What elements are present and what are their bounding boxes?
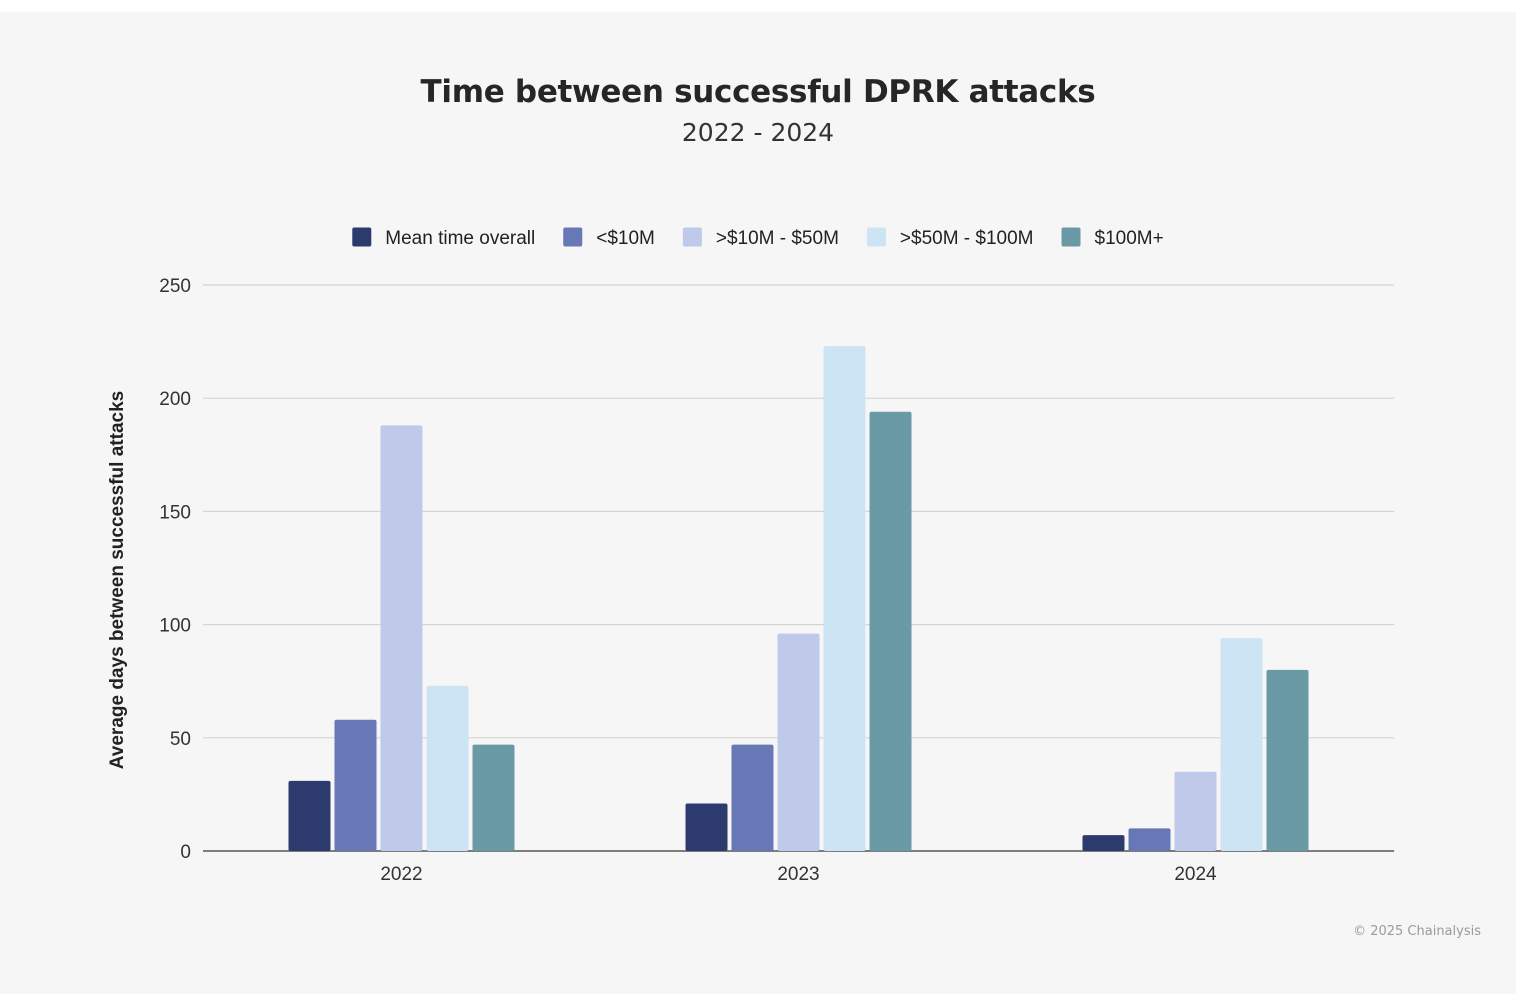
- bar-2023-series-1: [731, 744, 774, 851]
- legend-item: >$50M - $100M: [866, 227, 1034, 249]
- y-tick-label: 250: [159, 276, 191, 297]
- copyright: © 2025 Chainalysis: [1353, 924, 1481, 939]
- legend-swatch: [352, 227, 372, 247]
- bar-2024-series-3: [1220, 638, 1263, 851]
- legend-swatch: [682, 227, 702, 247]
- bar-2023-series-0: [685, 803, 728, 851]
- bar-2023-series-4: [869, 411, 912, 851]
- legend-label: $100M+: [1095, 228, 1164, 249]
- x-tick-label: 2023: [777, 864, 819, 885]
- bars: [288, 346, 1309, 851]
- y-tick-label: 100: [159, 616, 191, 637]
- y-tick-label: 150: [159, 502, 191, 523]
- y-axis-label: Average days between successful attacks: [107, 391, 128, 769]
- x-tick-label: 2024: [1174, 864, 1217, 885]
- legend-item: >$10M - $50M: [682, 227, 839, 249]
- x-tick-label: 2022: [380, 864, 422, 885]
- bar-2024-series-0: [1082, 835, 1125, 851]
- legend-swatch: [1061, 227, 1081, 247]
- legend-label: Mean time overall: [385, 228, 535, 249]
- legend-swatch: [866, 227, 886, 247]
- y-axis-ticks: 0 50 100 150 200 250: [159, 276, 191, 863]
- y-tick-label: 0: [180, 842, 191, 863]
- chart-subtitle: 2022 - 2024: [681, 118, 835, 147]
- legend-item: Mean time overall: [352, 227, 535, 249]
- bar-2022-series-3: [426, 685, 469, 851]
- legend-label: <$10M: [596, 228, 655, 249]
- y-tick-label: 200: [159, 389, 191, 410]
- bar-2024-series-1: [1128, 828, 1171, 851]
- bar-2024-series-4: [1266, 669, 1309, 851]
- bar-2024-series-2: [1174, 771, 1217, 851]
- bar-2022-series-4: [472, 744, 515, 851]
- chart-title: Time between successful DPRK attacks: [420, 74, 1096, 110]
- bar-2023-series-3: [823, 346, 866, 851]
- legend-item: <$10M: [563, 227, 655, 249]
- bar-2022-series-0: [288, 780, 331, 851]
- y-tick-label: 50: [170, 729, 191, 750]
- legend-swatch: [563, 227, 583, 247]
- x-axis-ticks: 2022 2023 2024: [380, 864, 1217, 885]
- legend: Mean time overall <$10M >$10M - $50M >$50M …: [352, 227, 1164, 249]
- bar-2023-series-2: [777, 633, 820, 851]
- bar-2022-series-2: [380, 425, 423, 851]
- legend-label: >$50M - $100M: [900, 228, 1034, 249]
- bar-2022-series-1: [334, 719, 377, 851]
- legend-label: >$10M - $50M: [716, 228, 839, 249]
- legend-item: $100M+: [1061, 227, 1164, 249]
